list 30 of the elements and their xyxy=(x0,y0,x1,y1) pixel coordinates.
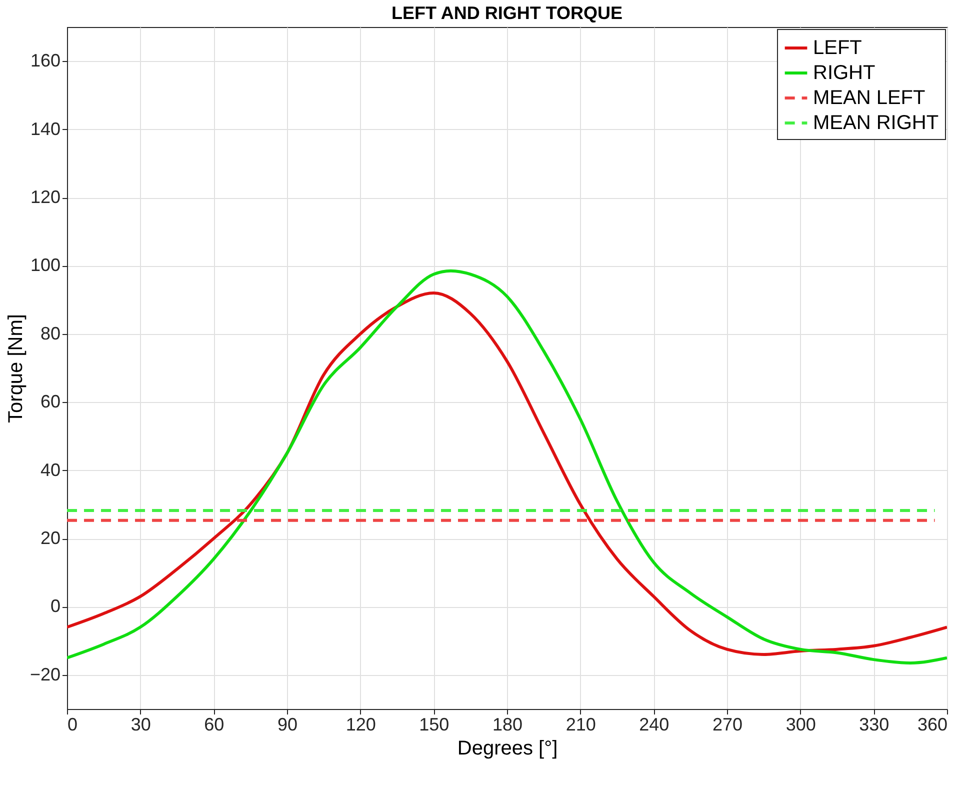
y-tick-label: 40 xyxy=(40,460,60,480)
chart-title: LEFT AND RIGHT TORQUE xyxy=(392,3,622,23)
y-tick-label: 60 xyxy=(40,392,60,412)
x-tick-label: 150 xyxy=(419,714,450,734)
y-tick-label: 80 xyxy=(40,323,60,344)
x-tick-label: 180 xyxy=(492,714,523,734)
x-tick-label: 300 xyxy=(786,714,816,734)
x-tick-label: 210 xyxy=(566,714,596,734)
x-tick-label: 0 xyxy=(68,714,78,734)
x-tick-label: 270 xyxy=(712,714,743,734)
y-tick-label: 100 xyxy=(30,255,60,276)
x-tick-label: 90 xyxy=(277,714,298,734)
y-tick-label: 120 xyxy=(30,187,60,207)
x-tick-label: 120 xyxy=(346,714,376,734)
legend-label: RIGHT xyxy=(813,62,876,84)
x-tick-label: 60 xyxy=(204,714,224,734)
x-tick-label: 30 xyxy=(130,714,151,734)
legend-label: LEFT xyxy=(813,37,862,59)
y-tick-label: 0 xyxy=(50,596,60,616)
y-axis-title: Torque [Nm] xyxy=(4,314,27,423)
y-tick-label: 160 xyxy=(30,50,60,71)
x-tick-label: 360 xyxy=(917,714,948,734)
y-tick-label: 140 xyxy=(30,118,60,139)
y-tick-label: 20 xyxy=(40,528,60,548)
legend-label: MEAN RIGHT xyxy=(813,112,939,134)
x-axis-title: Degrees [°] xyxy=(457,738,558,760)
legend-label: MEAN LEFT xyxy=(813,87,926,109)
x-tick-label: 330 xyxy=(859,714,890,734)
x-tick-label: 240 xyxy=(639,714,670,734)
y-tick-label: −20 xyxy=(30,664,60,684)
